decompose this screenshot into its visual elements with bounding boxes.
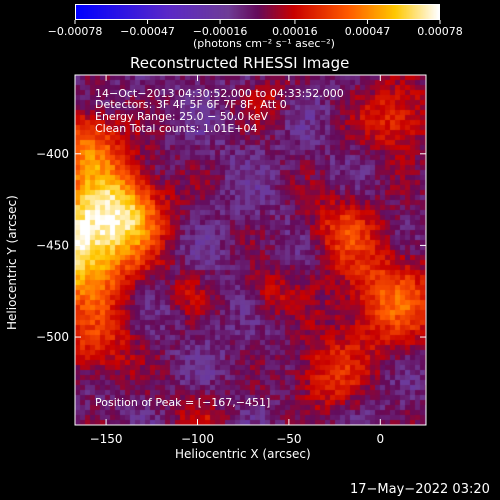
x-axis-ticks: −150 −100 −50 0 [90,75,384,446]
y-axis-ticks: −400 −450 −500 [36,147,426,344]
annotation-peak: Position of Peak = [−167,−451] [95,396,271,409]
x-tick-label: −100 [181,432,214,446]
annotation-time: 14−Oct−2013 04:30:52.000 to 04:33:52.000 [95,87,344,100]
chart-title: Reconstructed RHESSI Image [130,54,350,72]
colorbar-tick-label: −0.00047 [120,25,175,38]
y-tick-label: −400 [36,147,69,161]
y-tick-label: −450 [36,238,69,252]
x-tick-label: −150 [90,432,123,446]
heatmap-image [75,75,426,425]
x-tick-label: 0 [376,432,384,446]
footer-timestamp: 17−May−2022 03:20 [350,482,490,497]
colorbar-tick-label: −0.00016 [193,25,248,38]
colorbar-unit-label: (photons cm⁻² s⁻¹ asec⁻²) [193,37,335,50]
colorbar-tick-label: 0.00047 [345,25,391,38]
y-axis-label: Heliocentric Y (arcsec) [5,195,19,330]
colorbar-tick-label: 0.00078 [417,25,463,38]
annotation-detectors: Detectors: 3F 4F 5F 6F 7F 8F, Att 0 [95,98,287,111]
annotation-clean: Clean Total counts: 1.01E+04 [95,122,258,135]
colorbar-tick-label: 0.00016 [272,25,318,38]
colorbar-tick-label: −0.00078 [48,25,103,38]
plot-frame [74,74,427,426]
colorbar-ticks: −0.00078 −0.00047 −0.00016 0.00016 0.00047 0.… [48,20,463,38]
x-tick-label: −50 [276,432,301,446]
x-axis-label: Heliocentric X (arcsec) [175,447,311,461]
y-tick-label: −500 [36,330,69,344]
colorbar [75,4,440,20]
annotation-energy: Energy Range: 25.0 − 50.0 keV [95,110,269,123]
